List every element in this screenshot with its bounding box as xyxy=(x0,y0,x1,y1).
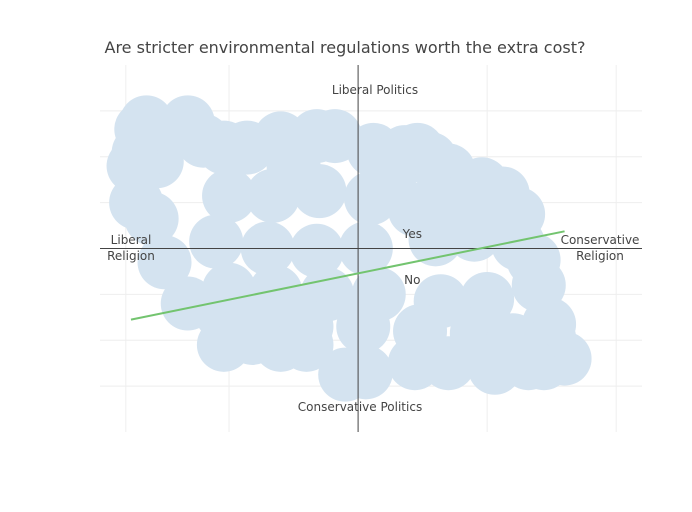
scatter-point-36 xyxy=(160,276,215,331)
scatter-point-62 xyxy=(393,304,448,359)
scatter-point-64 xyxy=(485,313,540,368)
scatter-point-66 xyxy=(362,152,417,207)
annotation-no: No xyxy=(404,273,420,287)
scatter-point-42 xyxy=(202,168,257,223)
scatter-point-47 xyxy=(189,214,244,269)
axis-label-left-line2: Religion xyxy=(107,249,155,263)
trend-line xyxy=(130,230,565,321)
scatter-point-65 xyxy=(266,138,321,193)
scatter-point-60 xyxy=(279,299,334,354)
axis-label-top: Liberal Politics xyxy=(332,83,418,97)
scatter-point-61 xyxy=(336,299,391,354)
axes xyxy=(100,65,642,432)
trend-line-path xyxy=(130,230,565,321)
annotations: Yes No xyxy=(402,227,422,287)
axis-label-right-line2: Religion xyxy=(576,249,624,263)
chart-title: Are stricter environmental regulations w… xyxy=(105,38,586,57)
axis-label-right-line1: Conservative xyxy=(561,233,640,247)
scatter-point-67 xyxy=(434,175,489,230)
scatter-point-41 xyxy=(114,102,169,157)
scatter-points xyxy=(106,95,592,402)
scatter-point-30 xyxy=(318,347,373,402)
annotation-yes: Yes xyxy=(402,227,422,241)
axis-label-bottom: Conservative Politics xyxy=(298,400,422,414)
scatter-point-59 xyxy=(227,294,282,349)
scatter-point-49 xyxy=(289,223,344,278)
axis-label-left-line1: Liberal xyxy=(111,233,152,247)
